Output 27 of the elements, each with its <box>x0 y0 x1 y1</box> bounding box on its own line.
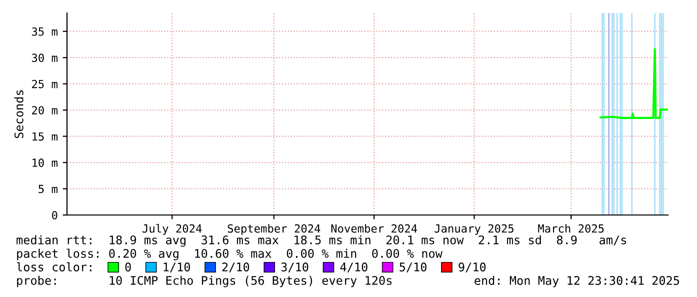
y-tick-label: 0 <box>52 211 58 220</box>
x-tick-label: July 2024 <box>142 224 202 235</box>
legend-label: 1/10 <box>164 262 190 272</box>
legend-label: 2/10 <box>222 262 250 272</box>
x-tick-label: March 2025 <box>538 224 604 233</box>
y-tick-label: 35 m <box>32 27 58 36</box>
legend-label: 5/10 <box>400 262 426 272</box>
x-tick-label: September 2024 <box>228 224 320 235</box>
legend-title: loss color: <box>16 262 92 272</box>
y-tick-label: 25 m <box>32 80 58 88</box>
line-series <box>600 48 668 119</box>
y-tick-label: 10 m <box>32 158 58 167</box>
y-tick-label: 5 m <box>38 184 58 194</box>
text: probe: 10 ICMP Echo Pings (56 Bytes) every 120s <box>17 276 392 288</box>
legend-label: 4/10 <box>340 262 368 272</box>
y-axis-title: Seconds <box>14 90 24 138</box>
y-tick-label: 20 m <box>32 106 58 114</box>
y-tick-label: 15 m <box>32 132 58 141</box>
y-tick-label: 30 m <box>32 54 58 62</box>
text: median rtt: 18.9 ms avg 31.6 ms max 18.5 ms min 20.1 ms now 2.1 ms sd 8.9 am/s <box>16 235 626 247</box>
legend-label: 0 <box>125 262 131 272</box>
text: packet loss: 0.20 % avg 10.60 % max 0.00 % min 0.00 % now <box>17 248 442 260</box>
x-tick-label: January 2025 <box>434 224 514 235</box>
legend-label: 3/10 <box>281 262 308 272</box>
legend-label: 9/10 <box>458 262 486 272</box>
x-tick-label: November 2024 <box>331 224 418 233</box>
text: end: Mon May 12 23:30:41 2025 <box>474 276 680 288</box>
